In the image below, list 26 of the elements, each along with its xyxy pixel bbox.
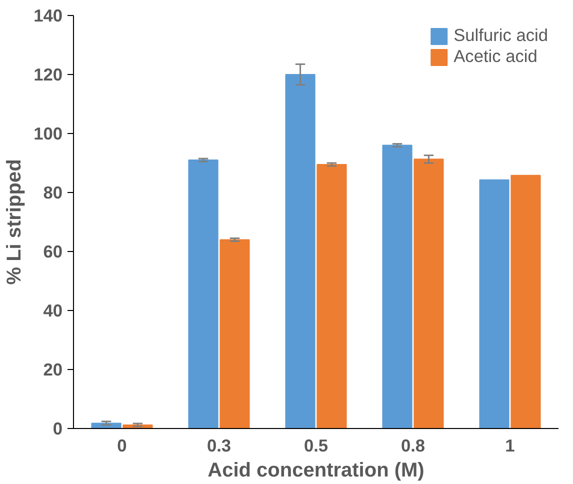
- y-tick-label: 120: [34, 64, 63, 84]
- y-tick-label: 0: [52, 418, 63, 438]
- x-tick-label: 0: [117, 436, 127, 456]
- y-tick-label: 80: [43, 182, 63, 202]
- bar: [285, 74, 316, 428]
- y-tick-label: 140: [34, 6, 63, 26]
- bar: [479, 179, 510, 428]
- legend-label: Acetic acid: [454, 46, 538, 67]
- x-tick-label: 1: [505, 436, 516, 456]
- bar: [316, 164, 347, 428]
- bar: [510, 174, 541, 428]
- y-tick-label: 60: [43, 242, 63, 262]
- bar: [382, 144, 412, 428]
- y-tick-label: 40: [43, 300, 63, 320]
- x-tick-label: 0.5: [304, 436, 328, 456]
- x-tick-label: 0.8: [400, 436, 426, 456]
- legend-label: Sulfuric acid: [454, 25, 548, 46]
- y-tick-label: 20: [43, 360, 63, 380]
- x-tick-label: 0.3: [206, 436, 232, 456]
- x-axis-title: Acid concentration (M): [208, 460, 424, 482]
- bar: [188, 160, 218, 428]
- y-tick-label: 100: [34, 124, 63, 144]
- y-axis-title: % Li stripped: [4, 159, 26, 285]
- bar: [91, 422, 122, 428]
- bar: [220, 239, 250, 428]
- bar: [414, 158, 444, 428]
